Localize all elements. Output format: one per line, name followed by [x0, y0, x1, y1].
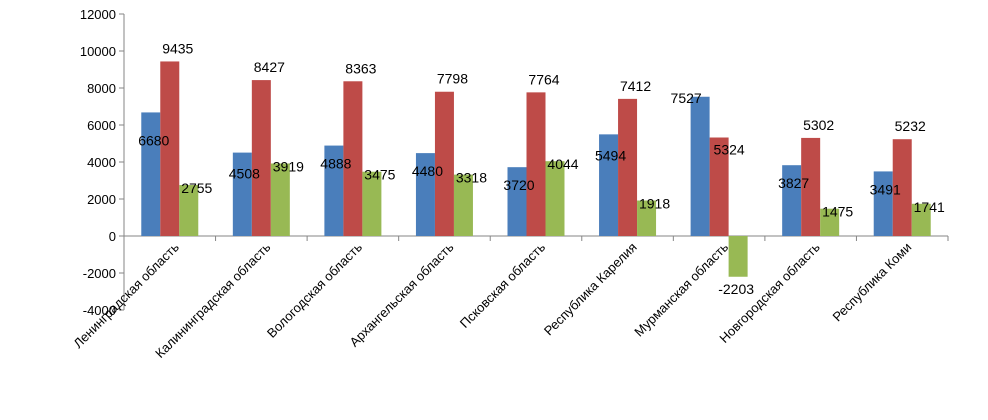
bar [690, 96, 710, 236]
bar [709, 137, 729, 236]
bar [415, 153, 435, 236]
data-label: 3827 [778, 175, 809, 191]
data-label: 4480 [412, 163, 443, 179]
bar [599, 134, 619, 236]
category-label: Вологодская область [264, 239, 365, 340]
data-label: 5302 [803, 117, 834, 133]
bar [270, 163, 290, 236]
y-tick-label: 10000 [80, 44, 116, 59]
y-tick-label: 0 [109, 229, 116, 244]
y-tick-label: 4000 [87, 155, 116, 170]
bar [324, 145, 344, 236]
bar [782, 165, 802, 236]
y-tick-label: 8000 [87, 81, 116, 96]
data-label: 5494 [595, 147, 626, 163]
data-label: 4044 [547, 156, 578, 172]
data-label: 1918 [639, 196, 670, 212]
data-label: 3491 [870, 181, 901, 197]
bar [820, 208, 840, 236]
bar [232, 152, 252, 236]
data-label: 4508 [229, 166, 260, 182]
data-label: 4888 [320, 156, 351, 172]
data-label: -2203 [718, 281, 754, 297]
data-label: 1741 [914, 199, 945, 215]
bar [526, 92, 546, 236]
y-tick-label: -4000 [83, 303, 116, 318]
bar [728, 236, 748, 277]
y-tick-label: 6000 [87, 118, 116, 133]
data-label: 9435 [162, 40, 193, 56]
bar [618, 98, 638, 237]
bar [911, 203, 931, 236]
bar [892, 139, 912, 236]
bars [141, 61, 931, 277]
bar [362, 171, 382, 236]
data-label: 6680 [138, 132, 169, 148]
category-label: Псковская область [457, 239, 548, 330]
bar [434, 91, 454, 236]
bar [801, 137, 821, 236]
category-label: Ленинградская область [70, 239, 182, 351]
data-labels: 6680 4508 4888 4480 3720 5494 7527 3827 3491 9435… [138, 40, 945, 297]
y-tick-label: 12000 [80, 7, 116, 22]
category-label: Архангельская область [347, 239, 457, 349]
bar [179, 185, 199, 236]
data-label: 7764 [528, 71, 559, 87]
bar [141, 112, 161, 236]
category-label: Республика Карелия [541, 240, 640, 339]
bar [637, 200, 657, 236]
data-label: 2755 [181, 180, 212, 196]
y-tick-label: 2000 [87, 192, 116, 207]
data-label: 7798 [437, 71, 468, 87]
bar [251, 80, 271, 237]
bar [453, 174, 473, 236]
data-label: 3720 [503, 177, 534, 193]
bar [507, 167, 527, 236]
bar [343, 81, 363, 236]
data-label: 3318 [456, 170, 487, 186]
data-label: 8363 [345, 60, 376, 76]
data-label: 3919 [273, 158, 304, 174]
bar [873, 171, 893, 236]
data-label: 8427 [254, 59, 285, 75]
data-label: 5232 [895, 118, 926, 134]
data-label: 3475 [364, 167, 395, 183]
y-tick-label: -2000 [83, 266, 116, 281]
bar [160, 61, 180, 236]
data-label: 7412 [620, 78, 651, 94]
data-label: 5324 [714, 142, 745, 158]
category-label: Мурманская область [631, 239, 731, 339]
data-label: 1475 [822, 204, 853, 220]
data-label: 7527 [671, 90, 702, 106]
bar [545, 161, 565, 236]
category-label: Республика Коми [829, 240, 914, 325]
